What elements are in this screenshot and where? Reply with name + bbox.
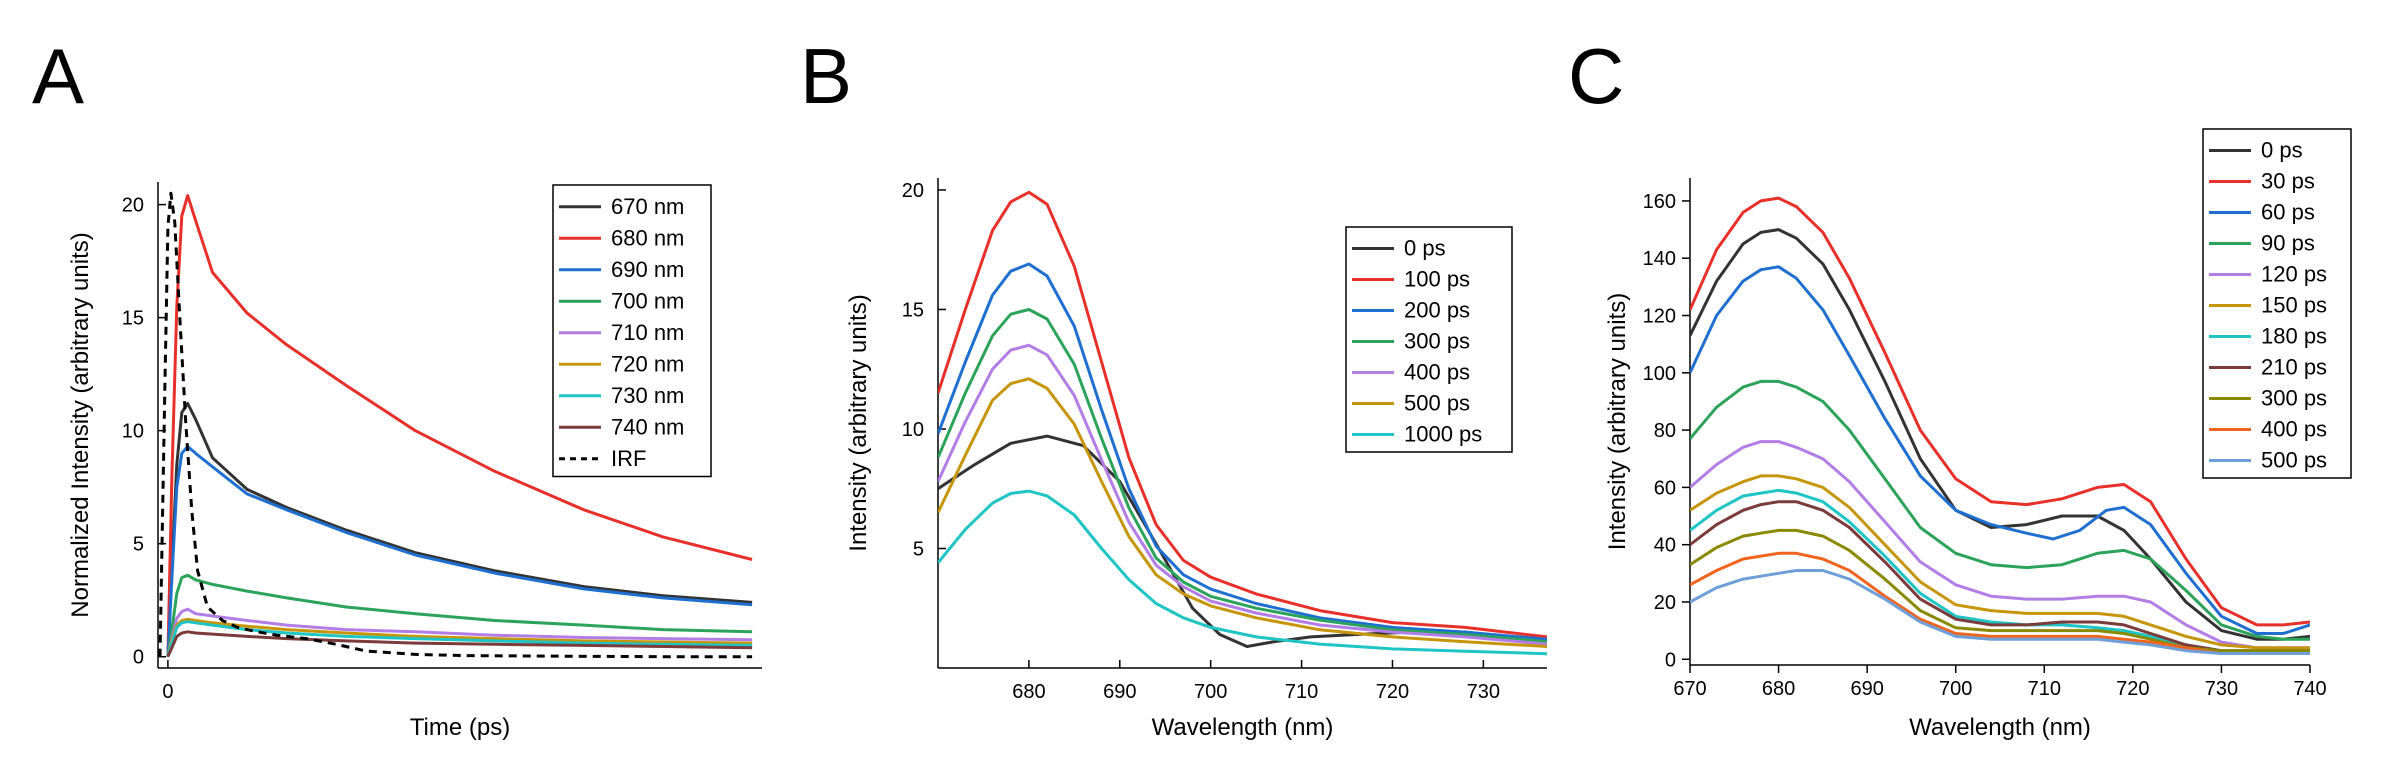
x-tick-label-c: 670 [1673,678,1706,700]
y-tick-label-c: 140 [1643,248,1676,270]
legend-label-a: 700 nm [611,288,684,313]
series-line-a-690-nm [166,445,753,657]
legend-label-c: 120 ps [2261,262,2327,287]
x-tick-label-c: 720 [2116,678,2149,700]
panel-letter-a: A [32,32,84,120]
legend-label-b: 400 ps [1404,360,1470,385]
legend-label-b: 100 ps [1404,267,1470,292]
series-line-a-670-nm [166,402,753,657]
y-axis-title-c: Intensity (arbitrary units) [1604,293,1631,550]
legend-label-a: 680 nm [611,225,684,250]
legend-box-c [2202,128,2352,479]
series-line-c-90-ps [1690,379,2310,641]
y-tick-label-b: 20 [902,180,924,202]
series-line-a-720-nm [166,617,753,658]
legend-label-b: 0 ps [1404,236,1446,261]
y-tick-label-a: 0 [133,647,144,669]
legend-label-c: 500 ps [2261,448,2327,473]
x-tick-label-b: 680 [1012,681,1045,703]
x-tick-label-c: 740 [2293,678,2326,700]
x-tick-label-c: 690 [1850,678,1883,700]
series-line-a-740-nm [166,630,753,658]
panel-a: A 0 5 10 15 20 0 Time (ps) Normalized Intensity… [32,32,762,741]
legend-label-a: 720 nm [611,351,684,376]
series-line-b-500-ps [938,377,1547,648]
legend-label-a: 690 nm [611,257,684,282]
series-line-b-100-ps [938,190,1547,639]
legend-label-b: 500 ps [1404,391,1470,416]
y-axis-title-a: Normalized Intensity (arbitrary units) [67,232,94,617]
x-tick-label-b: 690 [1103,681,1136,703]
panel-c: C 0 20 40 60 80 100 120 140 160 670 680 690 700 710 72… [1568,32,2352,741]
series-line-a-710-nm [166,607,753,658]
series-line-c-60-ps [1690,265,2310,635]
y-tick-label-b: 5 [913,538,924,560]
series-line-b-200-ps [938,262,1547,641]
series-line-b-1000-ps [938,489,1547,656]
legend-label-a: 730 nm [611,383,684,408]
panel-letter-c: C [1568,32,1624,120]
y-tick-label-c: 120 [1643,306,1676,328]
y-tick-label-a: 15 [122,308,144,330]
legend-label-b: 300 ps [1404,329,1470,354]
y-tick-label-c: 100 [1643,363,1676,385]
panel-letter-b: B [800,32,852,120]
x-axis-title-b: Wavelength (nm) [1152,714,1334,741]
y-tick-label-c: 40 [1654,535,1676,557]
series-line-c-300-ps [1690,528,2310,653]
y-tick-label-c: 160 [1643,191,1676,213]
series-line-b-400-ps [938,343,1547,646]
y-tick-label-a: 10 [122,421,144,443]
x-tick-label-b: 730 [1467,681,1500,703]
y-tick-label-c: 0 [1665,649,1676,671]
legend-label-c: 60 ps [2261,200,2315,225]
x-axis-title-a: Time (ps) [410,714,510,741]
legend-label-c: 400 ps [2261,417,2327,442]
legend-label-b: 1000 ps [1404,422,1482,447]
x-tick-label-c: 700 [1939,678,1972,700]
y-tick-label-b: 15 [902,299,924,321]
y-tick-label-b: 10 [902,419,924,441]
series-line-a-irf [158,191,753,659]
x-tick-label-a: 0 [162,681,173,703]
legend-label-c: 30 ps [2261,169,2315,194]
x-tick-label-b: 720 [1376,681,1409,703]
legend-label-a: IRF [611,446,646,471]
series-line-c-30-ps [1690,196,2310,627]
series-line-c-120-ps [1690,440,2310,650]
series-line-c-500-ps [1690,569,2310,655]
series-line-c-150-ps [1690,474,2310,650]
series-line-a-700-nm [166,573,753,657]
y-tick-label-a: 5 [133,534,144,556]
legend-box-b [1345,226,1513,453]
series-line-b-300-ps [938,308,1547,644]
legend-label-a: 670 nm [611,194,684,219]
x-tick-label-c: 680 [1762,678,1795,700]
legend-label-b: 200 ps [1404,298,1470,323]
legend-label-c: 150 ps [2261,293,2327,318]
x-tick-label-c: 710 [2028,678,2061,700]
x-tick-label-c: 730 [2205,678,2238,700]
legend-label-c: 210 ps [2261,355,2327,380]
x-tick-label-b: 700 [1194,681,1227,703]
legend-label-c: 0 ps [2261,138,2303,163]
legend-label-c: 300 ps [2261,386,2327,411]
y-tick-label-c: 60 [1654,477,1676,499]
legend-label-c: 90 ps [2261,231,2315,256]
y-tick-label-a: 20 [122,195,144,217]
x-tick-label-b: 710 [1285,681,1318,703]
legend-label-a: 710 nm [611,320,684,345]
y-axis-title-b: Intensity (arbitrary units) [845,294,872,551]
y-tick-label-c: 20 [1654,592,1676,614]
legend-label-a: 740 nm [611,414,684,439]
legend-label-c: 180 ps [2261,324,2327,349]
x-axis-title-c: Wavelength (nm) [1909,714,2091,741]
panel-b: B 5 10 15 20 680 690 700 710 720 730 Wavelength (n… [800,32,1547,741]
y-tick-label-c: 80 [1654,420,1676,442]
